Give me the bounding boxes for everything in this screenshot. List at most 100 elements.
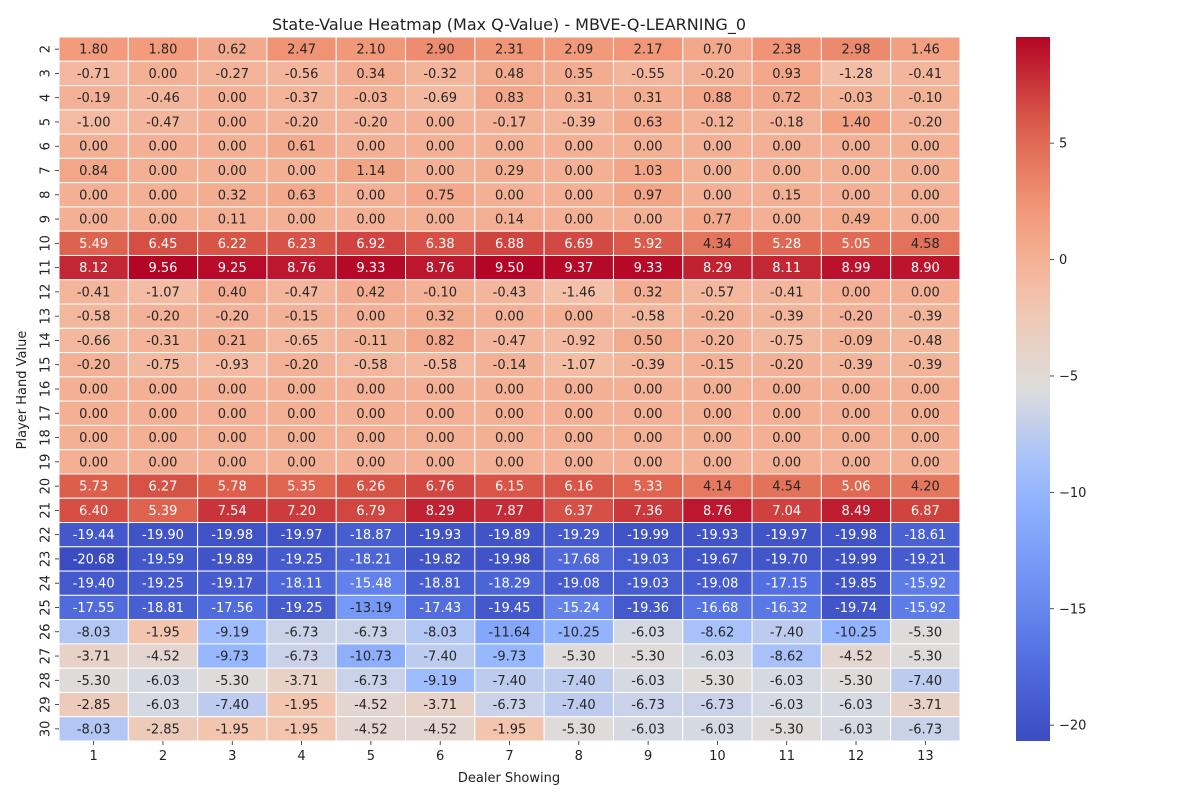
cell-value-label: -0.58 — [631, 310, 665, 325]
cell-value-label: -0.20 — [701, 334, 735, 349]
heatmap-cell — [820, 206, 892, 232]
cell-value-label: -0.92 — [562, 334, 596, 349]
cell-value-label: -7.40 — [770, 625, 804, 640]
heatmap-cell — [612, 497, 684, 524]
heatmap-cell — [335, 60, 407, 87]
cell-value-label: 0.00 — [564, 431, 593, 446]
cell-value-label: -5.30 — [909, 625, 943, 640]
y-tick-label: 12 — [39, 284, 54, 301]
y-tick-label: 27 — [39, 648, 54, 665]
cell-value-label: 7.20 — [287, 504, 316, 519]
cell-value-label: -0.47 — [285, 285, 319, 300]
heatmap-cell — [335, 522, 407, 548]
cell-value-label: -10.73 — [350, 650, 392, 665]
heatmap-cell — [612, 667, 684, 693]
heatmap-cell — [682, 570, 753, 596]
cell-value-label: -2.85 — [77, 698, 111, 713]
cell-value-label: -0.11 — [354, 334, 388, 349]
cell-value-label: 0.00 — [218, 164, 247, 179]
heatmap-cell — [751, 619, 822, 645]
cell-value-label: 0.35 — [564, 67, 593, 82]
cell-value-label: 7.54 — [218, 504, 247, 519]
cell-value-label: 0.00 — [772, 140, 801, 155]
cell-value-label: 0.00 — [148, 188, 177, 203]
cell-value-label: -19.85 — [835, 577, 877, 592]
cell-value-label: -0.47 — [146, 115, 180, 130]
cell-value-label: -1.95 — [146, 625, 180, 640]
cell-value-label: -9.19 — [423, 674, 457, 689]
heatmap-cell — [197, 619, 268, 645]
cell-value-label: 0.00 — [911, 407, 940, 422]
heatmap-cell — [266, 643, 337, 669]
cell-value-label: -6.03 — [839, 722, 873, 737]
heatmap-cell — [474, 133, 545, 159]
heatmap-cell — [127, 254, 199, 281]
cell-value-label: -3.71 — [423, 698, 457, 713]
heatmap-cell — [543, 643, 614, 669]
cell-value-label: 5.35 — [287, 480, 316, 495]
cell-value-label: 0.72 — [772, 91, 801, 106]
cell-value-label: -0.20 — [285, 115, 319, 130]
cell-value-label: -6.03 — [146, 674, 180, 689]
heatmap-cell — [58, 254, 129, 281]
cell-value-label: -6.03 — [631, 625, 665, 640]
heatmap-cell — [474, 667, 545, 693]
heatmap-cell — [405, 182, 476, 208]
cell-value-label: -19.44 — [73, 528, 115, 543]
heatmap-cell — [405, 691, 476, 718]
heatmap-cell — [266, 716, 337, 742]
cell-value-label: -9.73 — [493, 650, 527, 665]
cell-value-label: 0.00 — [911, 213, 940, 228]
cell-value-label: 0.88 — [703, 91, 732, 106]
heatmap-cell — [890, 546, 961, 572]
cell-value-label: 6.23 — [287, 237, 316, 252]
heatmap-cell — [612, 254, 684, 281]
cell-value-label: 6.26 — [356, 480, 385, 495]
cell-value-label: -19.99 — [627, 528, 669, 543]
heatmap-cell — [612, 546, 684, 572]
cell-value-label: 5.49 — [79, 237, 108, 252]
cell-value-label: 0.00 — [79, 213, 108, 228]
heatmap-cell — [543, 206, 614, 232]
cell-value-label: 0.63 — [287, 188, 316, 203]
heatmap-cell — [682, 254, 753, 281]
cell-value-label: -6.03 — [770, 698, 804, 713]
cell-value-label: 0.00 — [564, 188, 593, 203]
heatmap-cell — [266, 230, 337, 256]
heatmap-cell — [751, 376, 822, 402]
cell-value-label: -11.64 — [489, 625, 531, 640]
heatmap-cell — [405, 36, 476, 62]
colorbar-tick-label: −10 — [1059, 486, 1086, 501]
heatmap-cell — [197, 424, 268, 451]
cell-value-label: 1.46 — [911, 43, 940, 58]
cell-value-label: -0.20 — [285, 358, 319, 373]
cell-value-label: -16.68 — [696, 601, 738, 616]
heatmap-cell — [751, 594, 822, 621]
cell-value-label: -0.32 — [423, 67, 457, 82]
cell-value-label: -19.98 — [835, 528, 877, 543]
cell-value-label: 4.14 — [703, 480, 732, 495]
y-tick-label: 7 — [39, 166, 54, 174]
y-tick-label: 20 — [39, 478, 54, 495]
cell-value-label: -2.85 — [146, 722, 180, 737]
heatmap-cell — [266, 133, 337, 159]
cell-value-label: 2.17 — [634, 43, 663, 58]
cell-value-label: 0.00 — [911, 383, 940, 398]
cell-value-label: -1.95 — [215, 722, 249, 737]
cell-value-label: 0.00 — [356, 213, 385, 228]
heatmap-cell — [682, 497, 753, 524]
y-tick-label: 24 — [39, 575, 54, 592]
heatmap-cell — [751, 570, 822, 596]
cell-value-label: 2.09 — [564, 43, 593, 58]
cell-value-label: 1.80 — [79, 43, 108, 58]
cell-value-label: -7.40 — [423, 650, 457, 665]
cell-value-label: 0.00 — [356, 140, 385, 155]
heatmap-cell — [682, 85, 753, 111]
cell-value-label: 0.00 — [634, 383, 663, 398]
cell-value-label: 0.00 — [842, 455, 871, 470]
cell-value-label: 0.00 — [634, 455, 663, 470]
heatmap-cell — [405, 230, 476, 256]
y-tick-label: 28 — [39, 672, 54, 689]
x-tick-label: 8 — [575, 749, 583, 764]
cell-value-label: -19.59 — [142, 552, 184, 567]
